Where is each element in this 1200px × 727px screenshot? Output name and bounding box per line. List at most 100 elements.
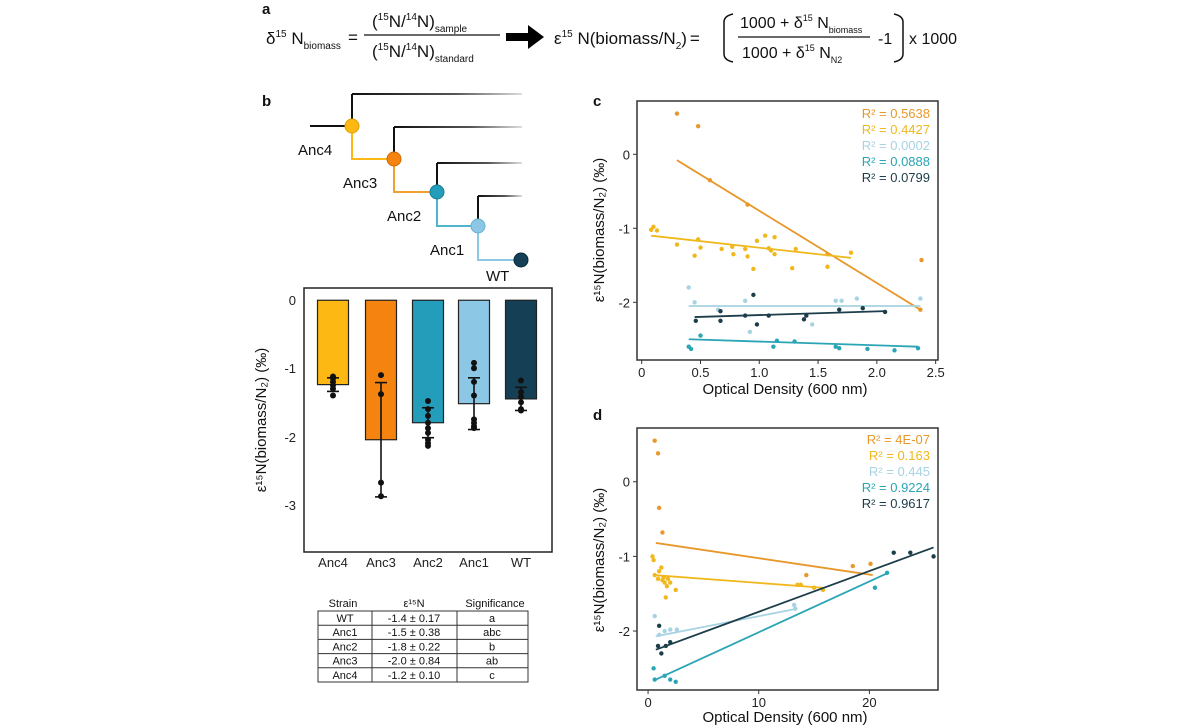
data-point-anc1 <box>747 329 753 335</box>
y-axis-label: ε¹⁵N(biomass/N₂) (‰) <box>591 158 608 303</box>
scatter-chart-c: ε¹⁵N(biomass/N₂) (‰) Optical Density (60… <box>591 100 945 398</box>
table-cell: a <box>489 613 496 625</box>
fit-line-anc4 <box>653 574 823 589</box>
y-tick-label: -2 <box>284 430 296 445</box>
data-point-anc4 <box>674 242 680 247</box>
data-point-anc2 <box>872 585 878 590</box>
data-point <box>518 377 524 384</box>
table-cell: -1.8 ± 0.22 <box>388 641 441 653</box>
legend-r2-anc4: R² = 0.163 <box>869 448 930 463</box>
data-point-anc1 <box>809 322 815 327</box>
data-point <box>471 378 477 385</box>
table-cell: Anc2 <box>332 641 357 653</box>
formula-rhs-numerator: 1000 + δ15 Nbiomass <box>740 13 863 35</box>
formula-minus-one: -1 <box>878 31 892 48</box>
x-tick-label: Anc2 <box>413 555 443 570</box>
panel-label-c: c <box>593 93 601 110</box>
data-point-anc1 <box>686 285 691 290</box>
data-point-anc4 <box>719 246 724 252</box>
data-point-wt <box>659 651 664 656</box>
y-tick-label: -1 <box>284 361 296 376</box>
data-point <box>471 392 477 399</box>
data-point-wt <box>754 322 760 327</box>
data-point-anc4 <box>793 246 798 252</box>
tree-label-anc2: Anc2 <box>387 208 421 225</box>
data-point-wt <box>718 308 723 314</box>
data-point-anc2 <box>892 348 897 353</box>
table-cell: -1.5 ± 0.38 <box>388 627 441 639</box>
data-point-anc1 <box>918 296 923 301</box>
y-tick-label: -1 <box>618 549 630 564</box>
data-point-anc2 <box>652 677 657 682</box>
tree-branch <box>394 126 522 128</box>
x-tick-label: Anc3 <box>366 555 396 570</box>
fit-line-anc2 <box>655 571 889 681</box>
tree-node-anc4 <box>344 118 360 134</box>
legend-r2-anc2: R² = 0.0888 <box>862 154 930 169</box>
data-point <box>471 425 477 432</box>
data-point <box>378 372 384 379</box>
table-cell: Anc1 <box>332 627 357 639</box>
tree-node-anc1 <box>470 218 486 234</box>
data-point-anc4 <box>659 565 664 570</box>
data-point-anc1 <box>674 627 680 632</box>
data-point-anc3 <box>804 572 809 578</box>
x-tick-label: 1.5 <box>809 365 827 380</box>
fit-line-wt <box>694 310 886 318</box>
data-point-anc1 <box>652 613 657 619</box>
data-point-anc3 <box>695 123 701 129</box>
fit-line-anc1 <box>655 607 798 638</box>
data-point <box>425 397 431 404</box>
tree-node-wt <box>513 252 529 268</box>
legend-r2-anc4: R² = 0.4427 <box>862 122 930 137</box>
tree-branch <box>352 93 522 95</box>
y-tick-label: -2 <box>618 295 630 310</box>
table-cell: c <box>489 670 495 682</box>
bar-anc2 <box>411 299 445 424</box>
data-point-anc4 <box>731 251 736 257</box>
phylogenetic-tree <box>310 93 529 268</box>
data-point-wt <box>655 643 661 649</box>
data-point-anc1 <box>833 298 838 303</box>
y-tick-label: -1 <box>618 221 630 236</box>
tree-branch <box>310 94 353 127</box>
x-tick-label: 0 <box>644 695 651 710</box>
data-point-anc1 <box>662 628 667 634</box>
x-tick-label: Anc1 <box>459 555 489 570</box>
data-point-anc2 <box>698 333 703 338</box>
right-arrow-icon <box>506 25 544 49</box>
x-tick-label: Anc4 <box>318 555 348 570</box>
tree-branch-anc2 <box>436 192 478 227</box>
fit-line-anc2 <box>688 338 919 348</box>
table-header-strain: Strain <box>329 598 358 610</box>
data-point-anc3 <box>652 438 657 443</box>
fit-line-anc3 <box>676 159 921 311</box>
summary-table: Strain ε¹⁵N Significance WT -1.4 ± 0.17 a A… <box>317 598 529 683</box>
data-point-anc2 <box>771 344 776 349</box>
data-point-anc1 <box>742 298 748 303</box>
data-point-anc4 <box>745 254 750 259</box>
data-point <box>518 393 524 400</box>
data-point-wt <box>801 317 807 322</box>
tree-branch-anc4 <box>351 126 394 160</box>
data-point-anc3 <box>850 563 855 569</box>
data-point-anc4 <box>772 234 777 240</box>
data-point-anc4 <box>772 251 777 257</box>
data-point-anc3 <box>655 451 661 456</box>
data-point <box>425 429 431 436</box>
y-tick-label: 0 <box>289 293 296 308</box>
data-point <box>518 389 524 396</box>
data-point <box>425 419 431 426</box>
panel-label-b: b <box>262 93 271 110</box>
data-point-anc1 <box>791 602 797 608</box>
plot-frame <box>636 427 939 691</box>
table-frame <box>317 610 529 683</box>
data-point-anc4 <box>665 576 671 581</box>
tree-branch-anc3 <box>393 159 437 193</box>
x-axis-label: Optical Density (600 nm) <box>702 381 867 398</box>
y-axis-label: ε¹⁵N(biomass/N₂) (‰) <box>253 348 270 493</box>
data-point-wt <box>751 292 756 298</box>
data-point-anc4 <box>751 266 756 272</box>
x-tick-label: 0.5 <box>691 365 709 380</box>
